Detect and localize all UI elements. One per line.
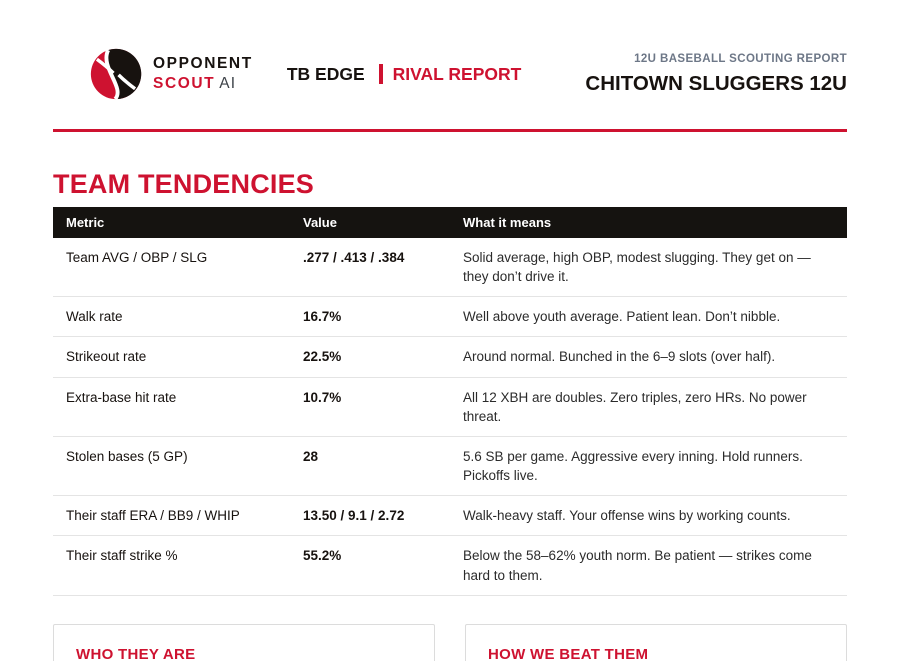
summary-cards: WHO THEY ARE HOW WE BEAT THEM: [53, 623, 847, 661]
meaning-cell: Well above youth average. Patient lean. …: [463, 296, 847, 338]
brand-ai-text: AI: [219, 74, 237, 92]
report-header: OPPONENT SCOUT AI TB EDGE RIVAL REPORT 12…: [53, 42, 847, 106]
opponent-team-name: CHITOWN SLUGGERS 12U: [585, 71, 847, 95]
value-cell: 10.7%: [303, 377, 463, 437]
team-tendencies-table: Metric Value What it means Team AVG / OB…: [53, 207, 847, 596]
header-divider: [53, 129, 847, 132]
metric-cell: Walk rate: [53, 296, 303, 338]
value-cell: .277 / .413 / .384: [303, 238, 463, 298]
meaning-cell: All 12 XBH are doubles. Zero triples, ze…: [463, 377, 847, 437]
metric-cell: Team AVG / OBP / SLG: [53, 238, 303, 298]
table-row: Their staff strike % 55.2% Below the 58–…: [53, 535, 847, 596]
card-who-they-are: WHO THEY ARE: [53, 623, 435, 661]
meaning-cell: 5.6 SB per game. Aggressive every inning…: [463, 436, 847, 497]
brand-wordmark: OPPONENT SCOUT AI: [153, 55, 253, 92]
meaning-cell: Around normal. Bunched in the 6–9 slots …: [463, 336, 847, 378]
tb-edge-text: TB EDGE: [286, 63, 365, 84]
section-title-team-tendencies: TEAM TENDENCIES: [53, 169, 315, 199]
value-cell: 55.2%: [303, 535, 463, 596]
column-header-metric: Metric: [53, 207, 303, 238]
value-cell: 13.50 / 9.1 / 2.72: [303, 495, 463, 537]
opponent-scout-logo-icon: [90, 48, 142, 100]
value-cell: 16.7%: [303, 296, 463, 338]
table-row: Team AVG / OBP / SLG .277 / .413 / .384 …: [53, 238, 847, 298]
metric-cell: Extra-base hit rate: [53, 377, 303, 437]
table-row: Extra-base hit rate 10.7% All 12 XBH are…: [53, 377, 847, 437]
brand-block: OPPONENT SCOUT AI: [90, 48, 253, 100]
meaning-cell: Below the 58–62% youth norm. Be patient …: [463, 535, 847, 596]
card-how-we-beat-them: HOW WE BEAT THEM: [465, 623, 847, 661]
meaning-cell: Solid average, high OBP, modest slugging…: [463, 238, 847, 298]
report-product-title: TB EDGE RIVAL REPORT: [287, 64, 521, 85]
meaning-cell: Walk-heavy staff. Your offense wins by w…: [463, 495, 847, 537]
metric-cell: Stolen bases (5 GP): [53, 436, 303, 497]
table-row: Walk rate 16.7% Well above youth average…: [53, 296, 847, 338]
metric-cell: Strikeout rate: [53, 336, 303, 378]
report-meta: 12U BASEBALL SCOUTING REPORT CHITOWN SLU…: [585, 53, 847, 96]
report-type-label: 12U BASEBALL SCOUTING REPORT: [634, 52, 847, 65]
table-header: Metric Value What it means: [53, 207, 847, 238]
rival-report-text: RIVAL REPORT: [392, 63, 522, 84]
brand-line-opponent: OPPONENT: [153, 55, 253, 73]
column-header-meaning: What it means: [463, 207, 847, 238]
title-separator-bar: [378, 64, 383, 84]
table-row: Stolen bases (5 GP) 28 5.6 SB per game. …: [53, 436, 847, 497]
card-title: HOW WE BEAT THEM: [488, 645, 649, 661]
table-row: Strikeout rate 22.5% Around normal. Bunc…: [53, 336, 847, 378]
card-title: WHO THEY ARE: [76, 645, 196, 661]
column-header-value: Value: [303, 207, 463, 238]
value-cell: 22.5%: [303, 336, 463, 378]
metric-cell: Their staff ERA / BB9 / WHIP: [53, 495, 303, 537]
metric-cell: Their staff strike %: [53, 535, 303, 596]
brand-line-scout-ai: SCOUT AI: [153, 74, 253, 92]
table-row: Their staff ERA / BB9 / WHIP 13.50 / 9.1…: [53, 495, 847, 537]
value-cell: 28: [303, 436, 463, 497]
brand-scout-text: SCOUT: [153, 74, 216, 92]
